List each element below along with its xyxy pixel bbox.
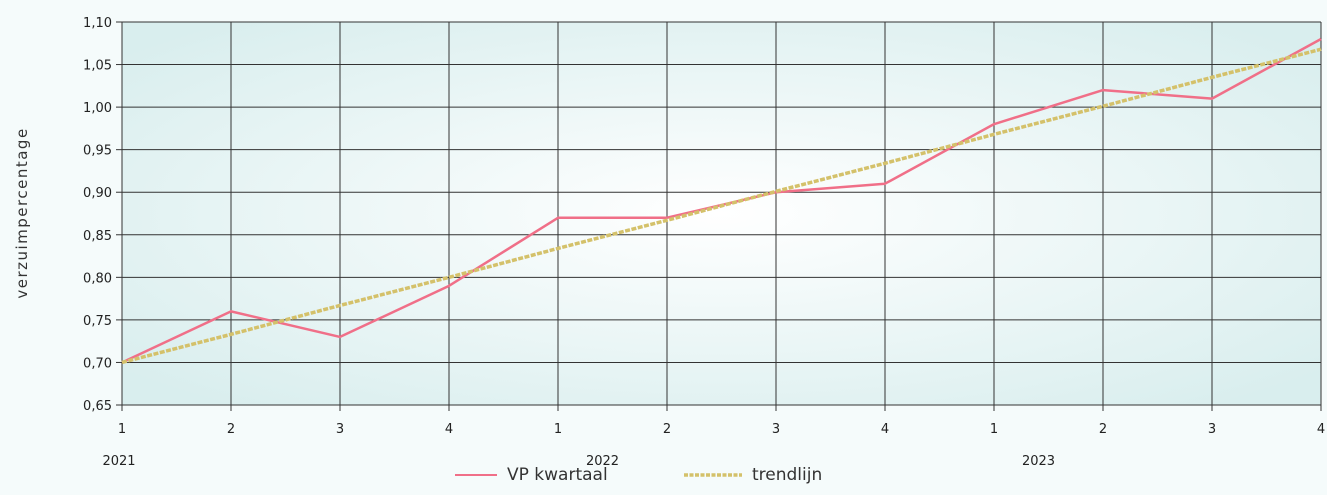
y-tick-label: 1,00 [83, 101, 112, 116]
x-tick-label: 4 [445, 422, 453, 437]
series-line-trendlijn [121, 47, 1322, 365]
plot-area [122, 22, 1321, 405]
y-axis: 0,65 0,70 0,75 0,80 0,85 0,90 0,95 1,00 1,05 1,10 [83, 16, 122, 414]
x-tick-label: 1 [118, 422, 126, 437]
legend-label: trendlijn [752, 465, 823, 485]
legend-item-vp-kwartaal: VP kwartaal [455, 465, 608, 485]
y-tick-label: 1,05 [83, 59, 112, 74]
x-tick-label: 1 [990, 422, 998, 437]
x-year-label: 2022 [586, 454, 619, 469]
x-axis: 1 2 3 4 1 2 3 4 1 2 3 4 2021 2022 2023 [102, 405, 1325, 469]
x-tick-label: 2 [227, 422, 235, 437]
legend-item-trendlijn: trendlijn [684, 465, 822, 485]
x-tick-label: 3 [1208, 422, 1216, 437]
legend-swatch-solid [455, 474, 497, 476]
y-axis-label: verzuimpercentage [13, 127, 31, 298]
y-tick-label: 1,10 [83, 16, 112, 31]
y-tick-label: 0,80 [83, 271, 112, 286]
y-tick-label: 0,85 [83, 229, 112, 244]
y-tick-label: 0,75 [83, 314, 112, 329]
x-tick-label: 2 [1099, 422, 1107, 437]
series-lines [121, 37, 1322, 365]
y-tick-label: 0,95 [83, 144, 112, 159]
x-tick-label: 4 [1317, 422, 1325, 437]
y-tick-label: 0,65 [83, 399, 112, 414]
x-tick-label: 3 [336, 422, 344, 437]
x-tick-label: 4 [881, 422, 889, 437]
legend-label: VP kwartaal [507, 465, 608, 485]
x-tick-label: 3 [772, 422, 780, 437]
legend-swatch-dashed [684, 473, 742, 477]
x-year-label: 2021 [102, 454, 135, 469]
legend: VP kwartaal trendlijn [0, 465, 1327, 493]
y-tick-label: 0,70 [83, 356, 112, 371]
grid [121, 21, 1322, 406]
x-year-label: 2023 [1022, 454, 1055, 469]
x-tick-label: 1 [554, 422, 562, 437]
y-tick-label: 0,90 [83, 186, 112, 201]
x-tick-label: 2 [663, 422, 671, 437]
